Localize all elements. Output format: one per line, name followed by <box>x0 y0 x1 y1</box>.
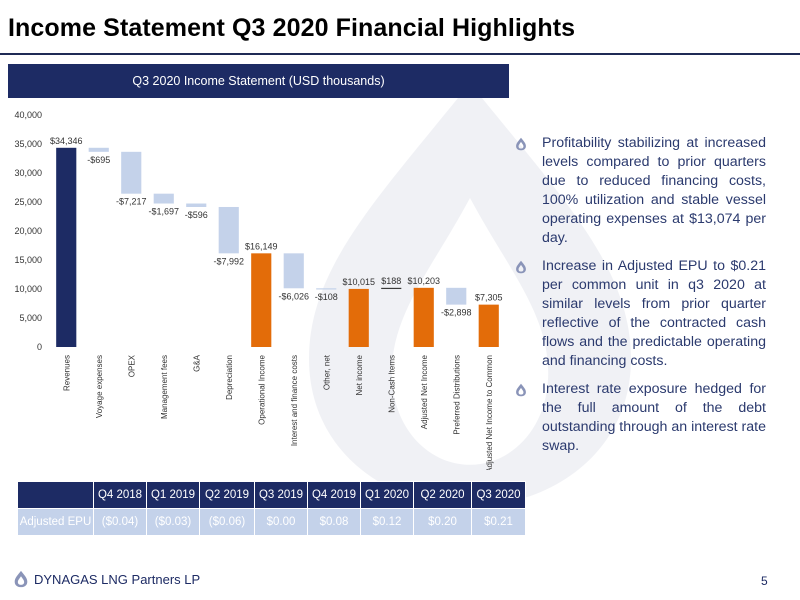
bullet-flame-icon <box>512 380 542 456</box>
table-cell: $0.20 <box>413 508 472 536</box>
highlights-list: Profitability stabilizing at increased l… <box>512 134 766 465</box>
table-header-cell: Q2 2020 <box>413 481 472 509</box>
data-label: -$7,217 <box>116 197 147 207</box>
data-label: -$1,697 <box>148 207 179 217</box>
bar-1 <box>88 147 109 152</box>
epu-values-row: Adjusted EPU ($0.04) ($0.03) ($0.06) $0.00 $0… <box>17 508 526 536</box>
y-tick-label: 15,000 <box>14 255 42 265</box>
bar-11 <box>413 287 434 347</box>
y-tick-label: 40,000 <box>14 110 42 120</box>
data-label: -$695 <box>87 155 110 165</box>
data-label: $7,305 <box>475 293 503 303</box>
x-tick-label: Adjusted Net Income to Common <box>485 355 494 470</box>
x-tick-label: Revenues <box>62 355 71 391</box>
highlight-item: Profitability stabilizing at increased l… <box>512 134 766 248</box>
table-cell: $0.08 <box>307 508 361 536</box>
title-divider <box>0 53 800 55</box>
page-number: 5 <box>761 574 768 588</box>
bar-13 <box>478 304 499 347</box>
highlight-item: Interest rate exposure hedged for the fu… <box>512 380 766 456</box>
bar-4 <box>186 203 207 207</box>
highlight-text: Profitability stabilizing at increased l… <box>542 135 766 246</box>
data-label: $10,015 <box>342 277 375 287</box>
bullet-flame-icon <box>512 134 542 248</box>
bar-6 <box>251 253 272 347</box>
company-name: DYNAGAS LNG Partners LP <box>34 571 201 587</box>
chart-title-banner: Q3 2020 Income Statement (USD thousands) <box>8 64 509 98</box>
x-tick-label: G&A <box>192 354 201 372</box>
data-label: -$596 <box>185 210 208 220</box>
x-tick-label: Voyage expenses <box>95 355 104 418</box>
watermark-flame-icon <box>309 83 631 507</box>
table-corner-cell <box>17 481 94 509</box>
x-tick-label: Preferred Distributions <box>452 355 461 435</box>
table-row-label: Adjusted EPU <box>17 508 94 536</box>
y-tick-label: 30,000 <box>14 168 42 178</box>
y-tick-label: 25,000 <box>14 197 42 207</box>
company-logo-icon <box>14 570 28 588</box>
highlight-item: Increase in Adjusted EPU to $0.21 per co… <box>512 257 766 371</box>
epu-header-row: Q4 2018 Q1 2019 Q2 2019 Q3 2019 Q4 2019 Q1 20… <box>17 481 526 509</box>
table-cell: ($0.03) <box>146 508 200 536</box>
x-tick-label: Other, net <box>322 354 331 390</box>
bullet-flame-icon <box>512 257 542 371</box>
y-tick-label: 5,000 <box>19 313 42 323</box>
data-label: -$6,026 <box>278 291 309 301</box>
company-logo: DYNAGAS LNG Partners LP <box>12 570 200 588</box>
x-tick-label: Operational Income <box>257 354 266 424</box>
data-label: -$108 <box>315 292 338 302</box>
table-cell: $0.00 <box>254 508 308 536</box>
bar-2 <box>121 151 142 194</box>
adjusted-epu-table: Q4 2018 Q1 2019 Q2 2019 Q3 2019 Q4 2019 Q1 20… <box>17 481 526 536</box>
table-header-cell: Q1 2020 <box>360 481 414 509</box>
x-tick-label: Net income <box>355 354 364 395</box>
data-label: $16,149 <box>245 241 278 251</box>
x-tick-label: Management fees <box>160 355 169 419</box>
y-tick-label: 35,000 <box>14 139 42 149</box>
y-tick-label: 0 <box>37 342 42 352</box>
table-cell: ($0.04) <box>93 508 147 536</box>
data-label: $34,346 <box>50 136 83 146</box>
x-tick-label: OPEX <box>127 354 136 377</box>
table-cell: $0.12 <box>360 508 414 536</box>
highlight-text: Increase in Adjusted EPU to $0.21 per co… <box>542 258 766 369</box>
table-cell: $0.21 <box>471 508 526 536</box>
x-tick-label: Adjusted Net Income <box>420 354 429 429</box>
waterfall-chart: 0 5,000 10,000 15,000 20,000 25,000 30,000 35,0… <box>14 110 503 470</box>
bar-10 <box>381 287 402 290</box>
x-tick-label: Depreciation <box>225 355 234 400</box>
x-tick-label: Non-Cash Items <box>387 355 396 413</box>
table-header-cell: Q3 2020 <box>471 481 526 509</box>
x-tick-label: Interest and finance costs <box>290 355 299 446</box>
table-header-cell: Q4 2019 <box>307 481 361 509</box>
bar-0 <box>56 147 77 347</box>
table-header-cell: Q2 2019 <box>199 481 255 509</box>
page-title: Income Statement Q3 2020 Financial Highl… <box>8 14 576 42</box>
table-cell: ($0.06) <box>199 508 255 536</box>
highlight-text: Interest rate exposure hedged for the fu… <box>542 381 767 454</box>
data-label: $10,203 <box>407 276 440 286</box>
table-header-cell: Q1 2019 <box>146 481 200 509</box>
data-label: -$7,992 <box>213 256 244 266</box>
y-tick-label: 10,000 <box>14 284 42 294</box>
y-tick-label: 20,000 <box>14 226 42 236</box>
bar-12 <box>446 287 467 305</box>
bar-8 <box>316 288 337 290</box>
table-header-cell: Q3 2019 <box>254 481 308 509</box>
data-label: $188 <box>381 276 401 286</box>
data-label: -$2,898 <box>441 308 472 318</box>
bar-7 <box>283 253 304 289</box>
bar-9 <box>348 288 369 347</box>
bar-3 <box>153 193 174 204</box>
table-header-cell: Q4 2018 <box>93 481 147 509</box>
bar-5 <box>218 206 239 254</box>
